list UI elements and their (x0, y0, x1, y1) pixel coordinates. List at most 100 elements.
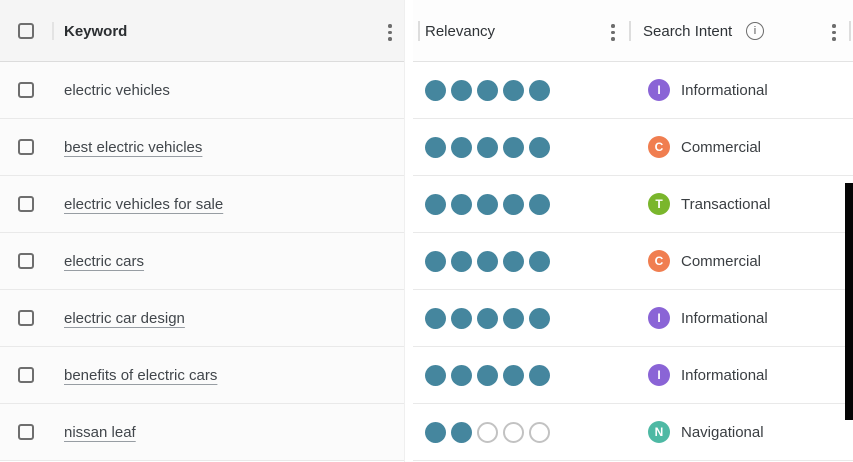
intent-cell: N Navigational (630, 421, 764, 443)
row-checkbox[interactable] (18, 139, 34, 155)
intent-cell: I Informational (630, 79, 768, 101)
relevancy-dot-empty (529, 421, 550, 443)
relevancy-dot-filled (425, 307, 446, 329)
relevancy-rating (413, 79, 630, 101)
intent-cell: T Transactional (630, 193, 771, 215)
row-checkbox[interactable] (18, 253, 34, 269)
relevancy-dot-filled (451, 136, 472, 158)
row-checkbox[interactable] (18, 367, 34, 383)
column-separator (629, 21, 631, 41)
keyword-link[interactable]: electric vehicles for sale (64, 195, 224, 213)
table-row: electric car design (0, 290, 404, 347)
relevancy-rating (413, 307, 630, 329)
relevancy-dot-filled (529, 193, 550, 215)
metrics-panel: Relevancy Search Intent i I Informationa… (413, 0, 853, 462)
intent-label: Informational (681, 309, 768, 327)
table-row: electric vehicles for sale (0, 176, 404, 233)
relevancy-dot-filled (451, 193, 472, 215)
search-intent-column-title: Search Intent (643, 23, 733, 40)
relevancy-dot-filled (529, 136, 550, 158)
search-intent-column-menu-icon[interactable] (830, 22, 838, 43)
keyword-text: electric vehicles (64, 81, 170, 99)
table-row: N Navigational (413, 404, 853, 461)
relevancy-dot-filled (425, 364, 446, 386)
relevancy-dot-filled (503, 136, 524, 158)
intent-cell: I Informational (630, 364, 768, 386)
relevancy-dot-filled (477, 136, 498, 158)
relevancy-dot-filled (425, 136, 446, 158)
intent-badge: I (648, 307, 670, 329)
intent-label: Navigational (681, 423, 764, 441)
intent-badge: T (648, 193, 670, 215)
intent-label: Informational (681, 81, 768, 99)
table-row: nissan leaf (0, 404, 404, 461)
relevancy-dot-filled (503, 250, 524, 272)
intent-cell: C Commercial (630, 250, 761, 272)
intent-label: Commercial (681, 138, 762, 156)
relevancy-dot-filled (477, 79, 498, 101)
intent-badge: N (648, 421, 670, 443)
metrics-header: Relevancy Search Intent i (413, 0, 853, 62)
relevancy-dot-filled (451, 421, 472, 443)
table-row: C Commercial (413, 119, 853, 176)
metrics-rows: I Informational C Commercial T Transacti… (413, 62, 853, 461)
intent-badge: C (648, 136, 670, 158)
relevancy-dot-filled (451, 250, 472, 272)
table-row: I Informational (413, 347, 853, 404)
row-checkbox[interactable] (18, 196, 34, 212)
relevancy-dot-filled (529, 364, 550, 386)
keyword-column-title: Keyword (64, 23, 128, 40)
table-row: I Informational (413, 62, 853, 119)
relevancy-dot-filled (503, 193, 524, 215)
keyword-link[interactable]: best electric vehicles (64, 138, 203, 156)
relevancy-dot-filled (529, 307, 550, 329)
relevancy-column-menu-icon[interactable] (609, 22, 617, 43)
relevancy-rating (413, 136, 630, 158)
table-row: C Commercial (413, 233, 853, 290)
table-row: electric cars (0, 233, 404, 290)
keyword-rows: electric vehicles best electric vehicles… (0, 62, 404, 461)
relevancy-dot-filled (529, 250, 550, 272)
keyword-link[interactable]: nissan leaf (64, 423, 136, 441)
keyword-link[interactable]: electric cars (64, 252, 145, 270)
keyword-column-header: Keyword (0, 0, 404, 62)
keyword-link[interactable]: electric car design (64, 309, 185, 327)
keyword-column-menu-icon[interactable] (386, 22, 394, 43)
intent-label: Commercial (681, 252, 762, 270)
relevancy-dot-empty (477, 421, 498, 443)
keyword-link[interactable]: benefits of electric cars (64, 366, 218, 384)
relevancy-dot-filled (477, 307, 498, 329)
info-icon[interactable]: i (746, 22, 764, 40)
table-row: electric vehicles (0, 62, 404, 119)
intent-label: Informational (681, 366, 768, 384)
relevancy-dot-filled (451, 79, 472, 101)
intent-badge: I (648, 364, 670, 386)
select-all-checkbox[interactable] (18, 23, 34, 39)
relevancy-rating (413, 421, 630, 443)
keyword-column-panel: Keyword electric vehicles best electric … (0, 0, 405, 462)
relevancy-dot-filled (503, 307, 524, 329)
relevancy-dot-filled (503, 79, 524, 101)
row-checkbox[interactable] (18, 424, 34, 440)
relevancy-dot-filled (529, 79, 550, 101)
intent-badge: I (648, 79, 670, 101)
table-row: benefits of electric cars (0, 347, 404, 404)
intent-label: Transactional (681, 195, 771, 213)
scrollbar-thumb[interactable] (845, 183, 853, 420)
relevancy-dot-filled (425, 421, 446, 443)
row-checkbox[interactable] (18, 310, 34, 326)
intent-cell: I Informational (630, 307, 768, 329)
relevancy-dot-filled (451, 364, 472, 386)
relevancy-dot-filled (477, 193, 498, 215)
relevancy-dot-filled (477, 364, 498, 386)
column-drag-handle[interactable] (52, 22, 54, 40)
table-row: best electric vehicles (0, 119, 404, 176)
column-separator (418, 21, 420, 41)
column-separator (849, 21, 851, 41)
row-checkbox[interactable] (18, 82, 34, 98)
relevancy-dot-filled (451, 307, 472, 329)
relevancy-dot-empty (503, 421, 524, 443)
relevancy-dot-filled (425, 79, 446, 101)
intent-badge: C (648, 250, 670, 272)
relevancy-rating (413, 193, 630, 215)
